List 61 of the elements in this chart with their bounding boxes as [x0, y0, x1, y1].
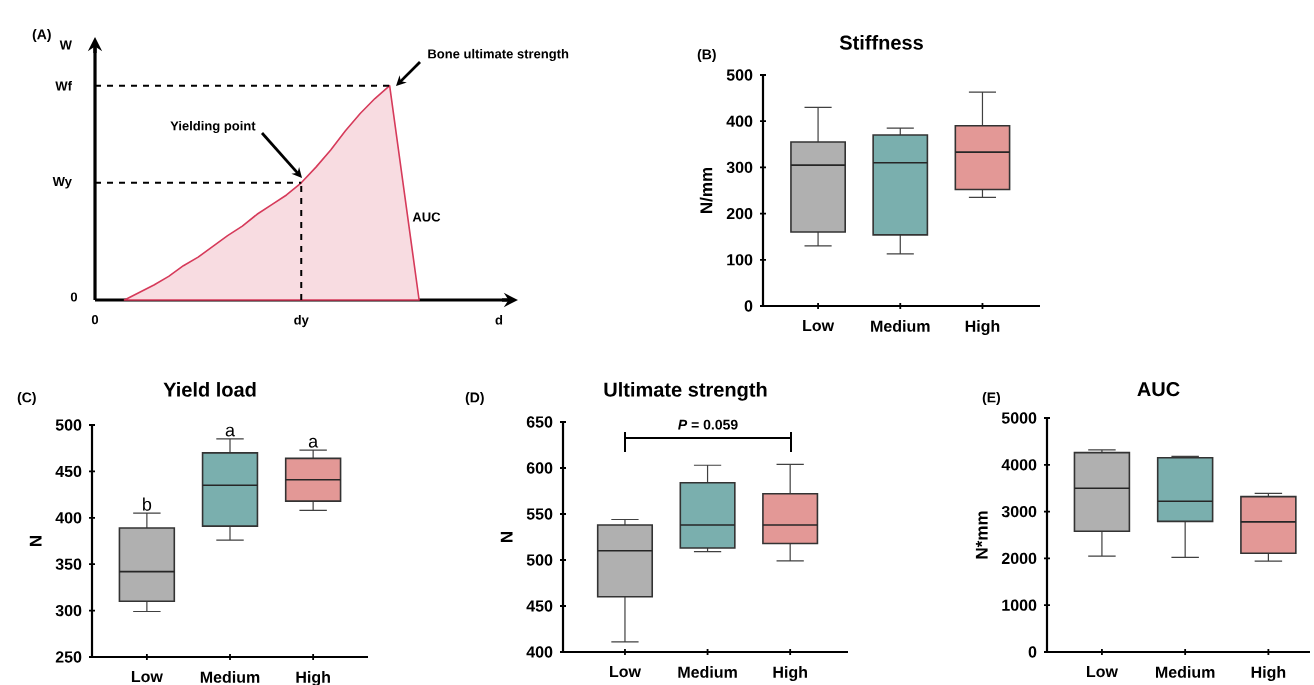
y-tick-label: 650	[526, 416, 553, 428]
annotation: a	[225, 426, 236, 437]
x-tick-label: High	[773, 666, 807, 682]
chart-title: Stiffness	[839, 35, 923, 50]
y-tick-label: 100	[727, 254, 753, 266]
y-tick-label: 600	[526, 462, 553, 474]
y-axis-title: N/mm	[699, 167, 713, 213]
x-tick-label: Medium	[200, 671, 260, 683]
x-tick-label: 0	[91, 315, 99, 325]
y-tick-label: 2000	[1001, 552, 1037, 565]
y-tick-label: 450	[55, 465, 82, 478]
y-axis-title: N	[29, 535, 42, 546]
text: (A)	[32, 29, 51, 43]
text: (D)	[465, 392, 484, 406]
x-tick-label: Low	[610, 666, 641, 678]
y-tick-label: 500	[726, 69, 753, 81]
y-axis-title: W	[59, 40, 72, 50]
chart-title: AUC	[1137, 382, 1180, 397]
text: Bone ultimate strength	[428, 48, 569, 62]
y-tick-label: 200	[726, 207, 753, 220]
text: (C)	[17, 392, 36, 406]
y-tick-label: 3000	[1001, 505, 1037, 518]
chart-title: Yield load	[163, 382, 256, 397]
annotation: b	[143, 497, 152, 511]
text: (E)	[982, 392, 1001, 406]
y-tick-label: 400	[55, 512, 82, 524]
y-tick-label: 300	[726, 161, 753, 174]
x-tick-label: dy	[294, 315, 309, 328]
y-tick-label: 5000	[1001, 412, 1037, 424]
annotation: Yielding point	[170, 120, 256, 134]
y-tick-label: 1000	[1002, 599, 1037, 611]
y-tick-label: 500	[526, 554, 553, 566]
y-axis-title: N	[500, 531, 513, 542]
y-tick-label: 300	[55, 604, 82, 617]
y-tick-label: 0	[744, 300, 753, 312]
x-axis-title: d	[495, 315, 503, 325]
chart-title: Ultimate strength	[604, 382, 767, 401]
y-tick-label: 0	[1028, 646, 1037, 658]
x-tick-label: Medium	[871, 320, 930, 332]
y-tick-label: 450	[526, 600, 553, 612]
ref-line-label: Wy	[52, 176, 72, 189]
y-tick-label: 400	[526, 646, 553, 658]
y-tick-label: 4000	[1001, 459, 1037, 471]
y-axis-title: N*mm	[975, 511, 988, 559]
x-tick-label: High	[1251, 666, 1286, 682]
x-tick-label: High	[965, 320, 1000, 336]
y-tick-label: 250	[55, 651, 82, 663]
x-tick-label: Medium	[1156, 666, 1215, 678]
annotation: a	[308, 437, 319, 448]
y-tick-label: 400	[726, 115, 753, 127]
y-tick-label: 350	[55, 558, 82, 570]
y-tick-label: 500	[55, 419, 82, 431]
x-tick-label: Medium	[678, 666, 737, 678]
y-tick-label: 550	[526, 508, 553, 520]
annotation: P = 0.059	[678, 419, 738, 430]
x-tick-label: Low	[803, 320, 835, 332]
text: (B)	[697, 49, 716, 63]
ref-line-label: Wf	[55, 81, 72, 91]
x-tick-label: Low	[1087, 666, 1118, 678]
x-tick-label: Low	[131, 671, 163, 683]
annotation: AUC	[412, 212, 441, 222]
